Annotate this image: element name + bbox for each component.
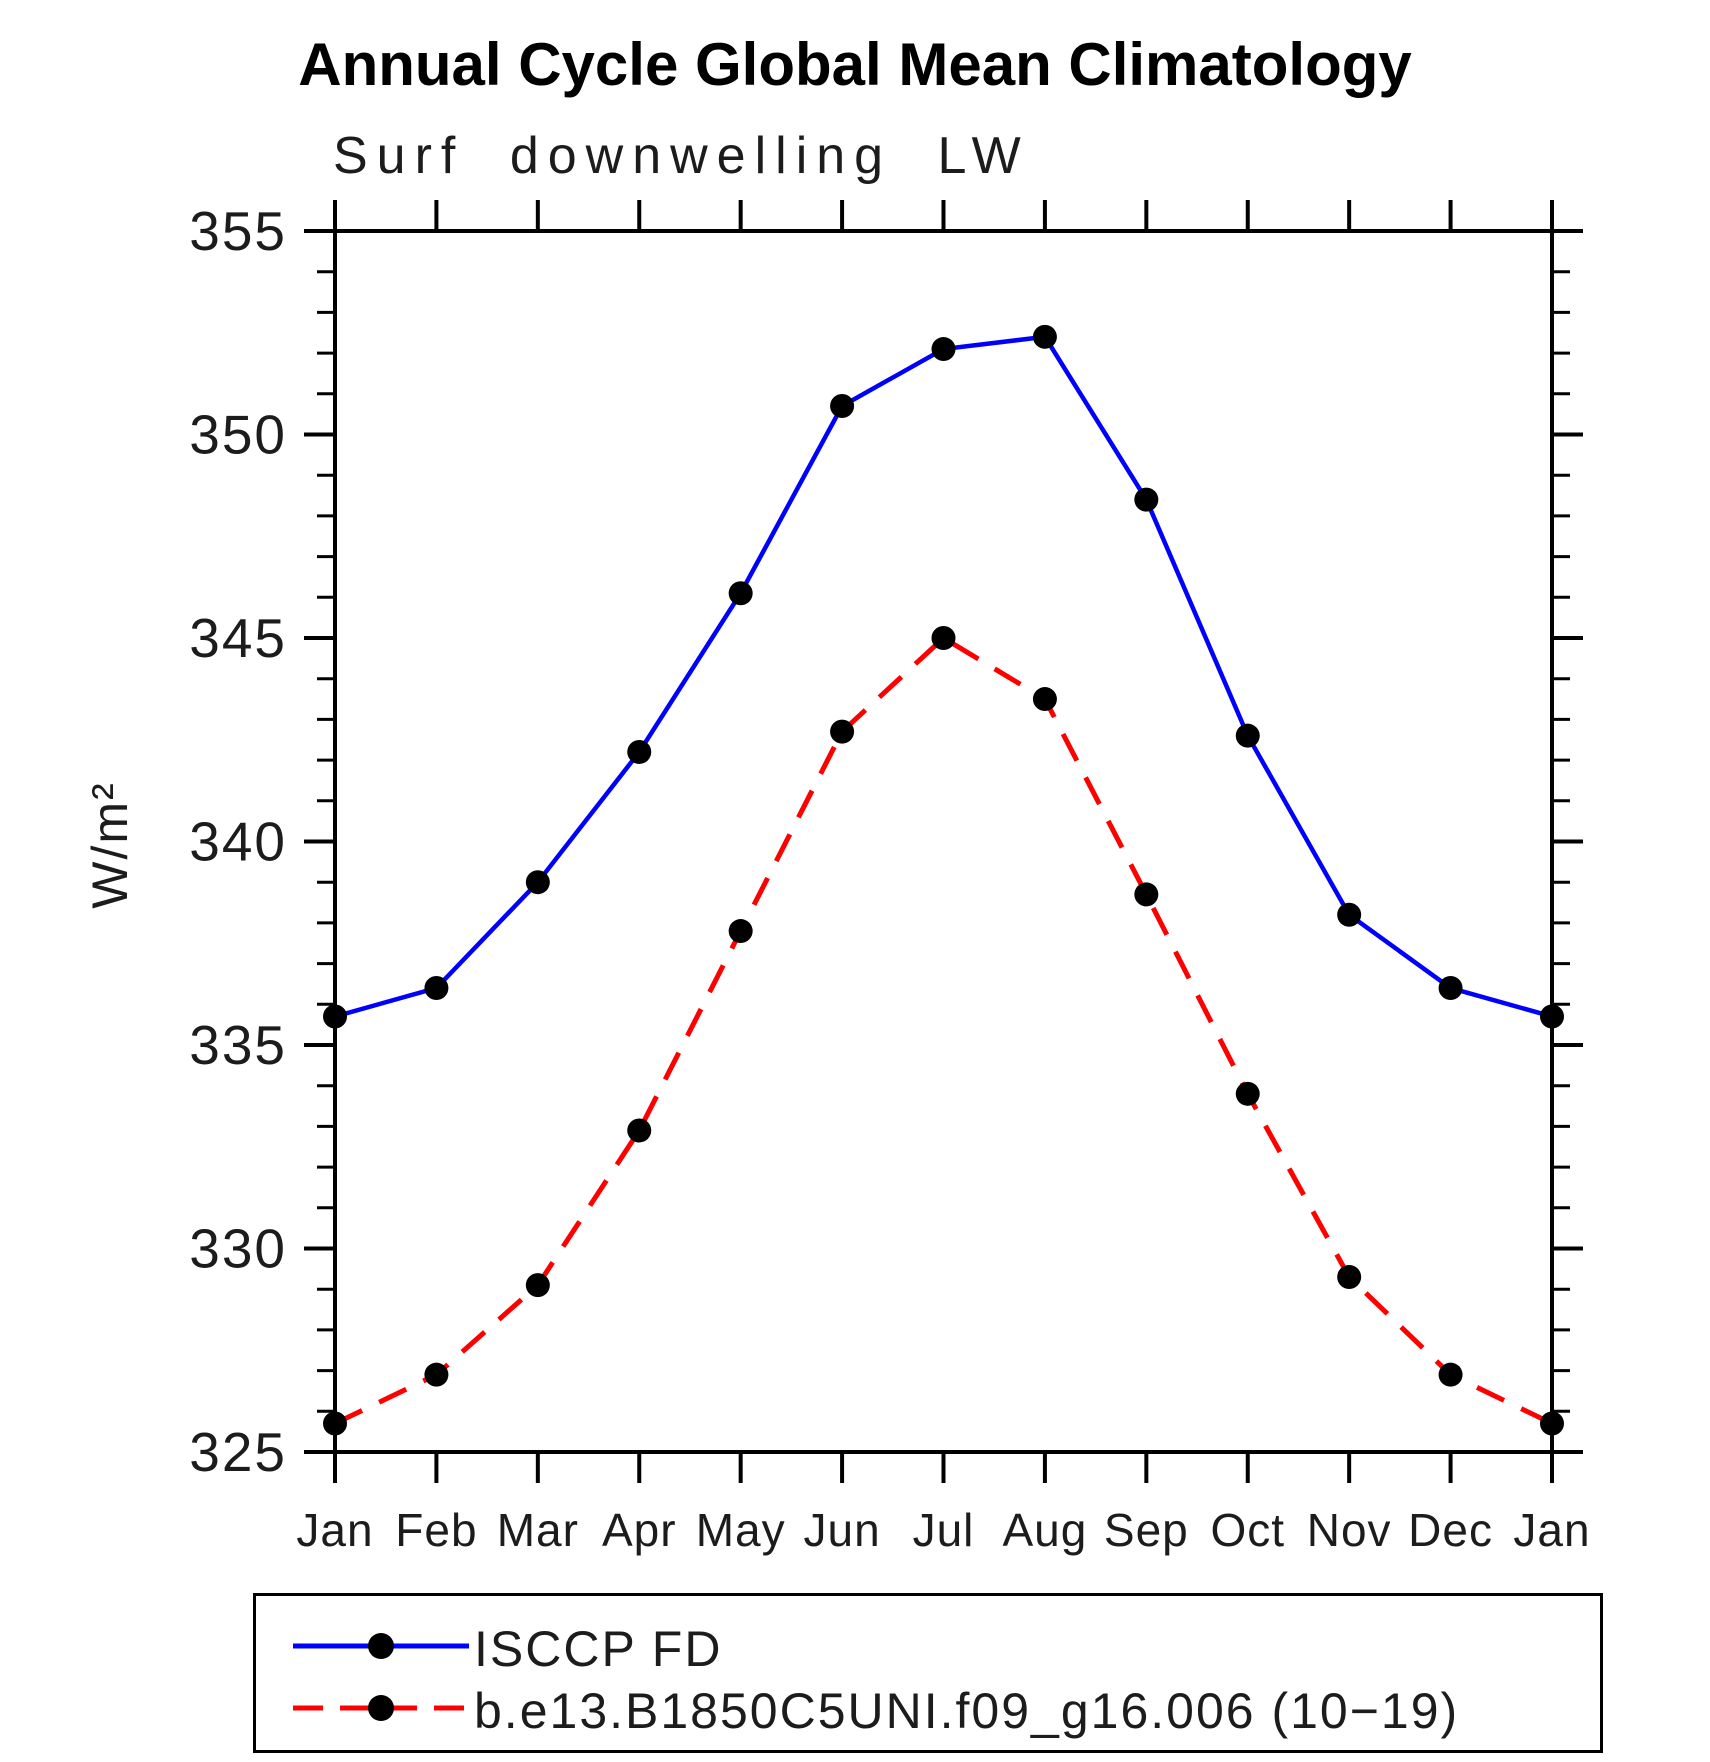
axis-frame	[333, 229, 1554, 1454]
data-point-marker	[830, 394, 855, 419]
legend-marker-icon	[368, 1695, 394, 1721]
y-tick-label: 325	[189, 1421, 287, 1483]
data-point-marker	[525, 870, 550, 895]
x-tick-label: Jul	[913, 1504, 975, 1556]
y-tick-label: 335	[189, 1014, 287, 1076]
data-point-marker	[1134, 487, 1159, 512]
legend-line-solid-icon	[293, 1633, 469, 1659]
x-tick-label: Nov	[1307, 1504, 1392, 1556]
y-tick-label: 340	[189, 811, 287, 873]
data-point-marker	[1337, 1264, 1362, 1289]
data-point-marker	[627, 739, 652, 764]
data-point-marker	[1032, 324, 1057, 349]
x-tick-label: May	[696, 1504, 786, 1556]
legend-label-model: b.e13.B1850C5UNI.f09_g16.006 (10−19)	[474, 1683, 1460, 1739]
legend-label-isccp: ISCCP FD	[474, 1621, 723, 1677]
legend: ISCCP FD b.e13.B1850C5UNI.f09_g16.006 (1…	[253, 1593, 1603, 1753]
data-point-marker	[1235, 1081, 1260, 1106]
y-tick-label: 345	[189, 607, 287, 669]
legend-marker-icon	[368, 1633, 394, 1659]
x-tick-label: Oct	[1210, 1504, 1285, 1556]
x-tick-label: Feb	[395, 1504, 477, 1556]
x-tick-label: Jan	[1513, 1504, 1590, 1556]
data-point-marker	[728, 581, 753, 606]
data-point-marker	[931, 337, 956, 362]
x-tick-label: Dec	[1408, 1504, 1493, 1556]
legend-item-isccp: ISCCP FD	[256, 1616, 1600, 1677]
data-point-marker	[1540, 1411, 1564, 1436]
y-tick-label: 355	[189, 200, 287, 262]
y-tick-label: 330	[189, 1218, 287, 1280]
data-point-marker	[1540, 1004, 1564, 1029]
series-line-1	[333, 634, 1554, 1426]
legend-item-model: b.e13.B1850C5UNI.f09_g16.006 (10−19)	[256, 1678, 1600, 1739]
data-point-marker	[323, 1004, 347, 1029]
data-point-marker	[424, 976, 449, 1001]
chart-title: Annual Cycle Global Mean Climatology	[298, 31, 1412, 98]
data-point-marker	[1235, 723, 1260, 748]
x-tick-label: Sep	[1104, 1504, 1189, 1556]
x-tick-label: Apr	[602, 1504, 677, 1556]
data-point-marker	[1438, 976, 1463, 1001]
data-point-marker	[830, 719, 855, 744]
data-point-marker	[323, 1411, 347, 1436]
x-tick-label: Jun	[803, 1504, 880, 1556]
data-point-marker	[931, 626, 956, 650]
data-point-marker	[1438, 1362, 1463, 1387]
data-point-marker	[424, 1362, 449, 1387]
data-point-marker	[1134, 882, 1159, 907]
x-tick-label: Jan	[296, 1504, 373, 1556]
y-axis-label: W/m²	[82, 781, 138, 908]
data-point-marker	[1337, 902, 1362, 927]
chart-subtitle: Surf downwelling LW	[333, 127, 1030, 185]
legend-line-dashed-icon	[293, 1695, 469, 1721]
data-point-marker	[1032, 687, 1057, 712]
x-tick-label: Mar	[497, 1504, 579, 1556]
data-point-marker	[728, 919, 753, 944]
x-tick-label: Aug	[1002, 1504, 1087, 1556]
y-tick-label: 350	[189, 404, 287, 466]
data-point-marker	[627, 1118, 652, 1143]
series-line-0	[334, 334, 1553, 1019]
data-point-marker	[525, 1273, 550, 1298]
